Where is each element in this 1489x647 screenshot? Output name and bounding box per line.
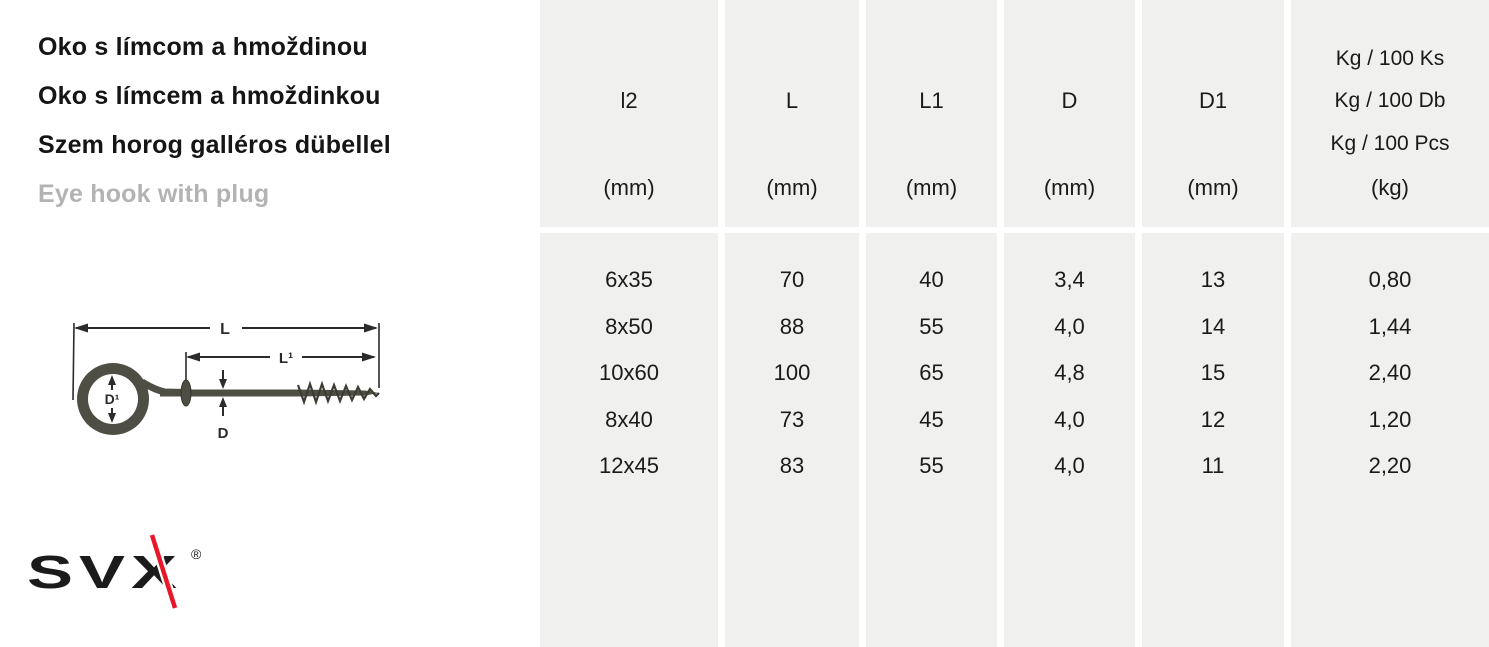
header-label-kg-pcs: Kg / 100 Pcs <box>1330 132 1450 155</box>
column-header-l2: l2 (mm) <box>540 0 718 227</box>
header-label-kg-ks: Kg / 100 Ks <box>1335 47 1445 70</box>
svx-logo: SVX ® <box>27 533 202 610</box>
column-header-D: D (mm) <box>1004 0 1135 227</box>
eye-hook-diagram: L L¹ D¹ D <box>72 321 380 442</box>
header-label-kg-db: Kg / 100 Db <box>1334 89 1446 112</box>
hook-collar <box>180 379 192 407</box>
cell-L1: 45 <box>919 406 944 432</box>
column-body-L: 70 88 100 73 83 <box>725 233 859 647</box>
cell-weight: 1,44 <box>1368 313 1412 339</box>
header-unit-D: (mm) <box>1043 175 1096 200</box>
cell-L: 88 <box>779 313 805 339</box>
column-header-L: L (mm) <box>725 0 859 227</box>
header-unit-weight: (kg) <box>1371 175 1409 200</box>
dim-label-L1: L¹ <box>279 350 293 367</box>
spec-table: l2 (mm) 6x35 8x50 10x60 8x40 12x45 L (mm… <box>540 0 1489 647</box>
cell-D: 4,0 <box>1054 406 1085 432</box>
extension-line-left <box>72 322 75 401</box>
product-titles: Oko s límcom a hmoždinou Oko s límcem a … <box>38 23 391 219</box>
product-title-sk: Oko s límcom a hmoždinou <box>38 33 368 61</box>
column-body-L1: 40 55 65 45 55 <box>866 233 997 647</box>
column-body-D1: 13 14 15 12 11 <box>1142 233 1284 647</box>
cell-weight: 2,20 <box>1368 453 1412 479</box>
column-body-l2: 6x35 8x50 10x60 8x40 12x45 <box>540 233 718 647</box>
cell-D: 4,0 <box>1054 453 1085 479</box>
product-title-cz: Oko s límcem a hmoždinkou <box>38 82 381 110</box>
dim-label-L: L <box>220 321 230 338</box>
cell-L1: 40 <box>919 267 944 293</box>
cell-D1: 12 <box>1200 406 1226 432</box>
header-unit-l2: (mm) <box>603 175 655 200</box>
arrowhead-L-left-icon <box>74 323 88 333</box>
product-title-en: Eye hook with plug <box>38 180 270 208</box>
column-header-L1: L1 (mm) <box>866 0 997 227</box>
column-header-D1: D1 (mm) <box>1142 0 1284 227</box>
cell-l2: 6x35 <box>605 267 653 293</box>
cell-l2: 12x45 <box>599 453 659 479</box>
d-arrow-bottom-icon <box>219 397 227 407</box>
d1-arrow-up-icon <box>108 375 116 385</box>
column-D1: D1 (mm) 13 14 15 12 11 <box>1142 0 1284 647</box>
cell-D1: 13 <box>1200 267 1226 293</box>
cell-D: 4,0 <box>1054 313 1085 339</box>
column-l2: l2 (mm) 6x35 8x50 10x60 8x40 12x45 <box>540 0 718 647</box>
arrowhead-L-right-icon <box>364 323 378 333</box>
dim-label-D1: D¹ <box>105 391 120 407</box>
cell-l2: 10x60 <box>599 360 659 386</box>
column-L: L (mm) 70 88 100 73 83 <box>725 0 859 647</box>
cell-L1: 65 <box>919 360 944 386</box>
cell-D1: 14 <box>1200 313 1226 339</box>
registered-trademark-icon: ® <box>191 546 202 562</box>
cell-weight: 2,40 <box>1368 360 1412 386</box>
cell-D1: 15 <box>1200 360 1226 386</box>
cell-l2: 8x40 <box>605 406 653 432</box>
screw-threads <box>296 380 380 406</box>
header-label-D: D <box>1061 88 1078 113</box>
arrowhead-L1-left-icon <box>186 352 200 362</box>
header-unit-L: (mm) <box>766 175 818 200</box>
arrowhead-L1-right-icon <box>362 352 376 362</box>
cell-L: 100 <box>773 360 811 386</box>
d-arrow-top-icon <box>219 379 227 389</box>
hook-shank <box>160 389 302 397</box>
d1-arrow-down-icon <box>108 413 116 423</box>
cell-weight: 0,80 <box>1368 267 1412 293</box>
dim-label-D: D <box>218 425 229 442</box>
column-body-weight: 0,80 1,44 2,40 1,20 2,20 <box>1291 233 1489 647</box>
cell-L: 73 <box>779 406 805 432</box>
column-L1: L1 (mm) 40 55 65 45 55 <box>866 0 997 647</box>
column-D: D (mm) 3,4 4,0 4,8 4,0 4,0 <box>1004 0 1135 647</box>
header-label-l2: l2 <box>620 88 638 113</box>
column-header-weight: Kg / 100 Ks Kg / 100 Db Kg / 100 Pcs (kg… <box>1291 0 1489 227</box>
cell-D: 3,4 <box>1054 267 1085 293</box>
cell-weight: 1,20 <box>1368 406 1412 432</box>
cell-L: 70 <box>779 267 805 293</box>
product-title-hu: Szem horog galléros dübellel <box>38 131 391 159</box>
header-unit-L1: (mm) <box>905 175 958 200</box>
header-label-L: L <box>785 88 799 113</box>
cell-D: 4,8 <box>1054 360 1085 386</box>
cell-L1: 55 <box>919 313 944 339</box>
header-label-L1: L1 <box>919 88 944 113</box>
cell-l2: 8x50 <box>605 313 653 339</box>
header-unit-D1: (mm) <box>1187 175 1239 200</box>
eye-ring-inner <box>88 374 138 424</box>
logo-red-slash-icon <box>149 534 178 609</box>
cell-D1: 11 <box>1201 453 1225 479</box>
column-weight: Kg / 100 Ks Kg / 100 Db Kg / 100 Pcs (kg… <box>1291 0 1489 647</box>
header-label-D1: D1 <box>1198 88 1228 113</box>
cell-L: 83 <box>779 453 805 479</box>
column-body-D: 3,4 4,0 4,8 4,0 4,0 <box>1004 233 1135 647</box>
cell-L1: 55 <box>919 453 944 479</box>
